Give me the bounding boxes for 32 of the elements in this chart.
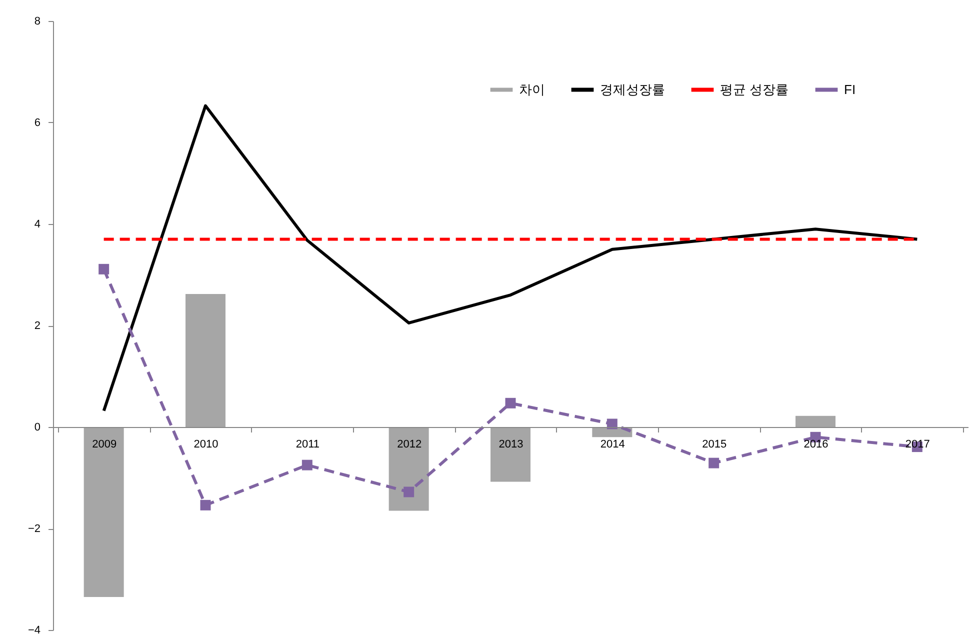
x-tick-label: 2016 bbox=[804, 438, 828, 450]
point bbox=[302, 460, 312, 470]
point bbox=[606, 418, 618, 430]
y-tick-label: 8 bbox=[34, 16, 40, 28]
legend-label: 차이 bbox=[519, 82, 545, 97]
x-tick-label: 2009 bbox=[92, 438, 117, 450]
x-tick-label: 2013 bbox=[498, 438, 524, 450]
x-tick-label: 2015 bbox=[702, 438, 727, 450]
bar bbox=[186, 294, 226, 427]
y-tick-label: −2 bbox=[28, 523, 40, 535]
point bbox=[98, 264, 110, 274]
y-tick-label: 4 bbox=[34, 218, 40, 230]
x-tick-label: 2010 bbox=[194, 438, 218, 450]
line-series bbox=[102, 104, 919, 412]
point bbox=[404, 486, 414, 498]
point bbox=[200, 500, 211, 510]
bar bbox=[84, 427, 124, 598]
legend-label: 평균 성장률 bbox=[720, 82, 789, 97]
legend-label: FI bbox=[844, 82, 856, 97]
y-tick-label: −4 bbox=[28, 624, 40, 636]
bar bbox=[796, 416, 836, 427]
x-tick-label: 2014 bbox=[600, 438, 625, 450]
x-tick-label: 2011 bbox=[296, 438, 320, 450]
bar bbox=[388, 427, 429, 511]
legend-label: 경제성장률 bbox=[600, 82, 665, 97]
y-tick-label: 2 bbox=[34, 320, 40, 332]
bar bbox=[490, 427, 530, 482]
x-tick-label: 2012 bbox=[397, 438, 422, 450]
y-tick-label: 0 bbox=[34, 422, 40, 434]
point bbox=[505, 398, 516, 408]
y-tick-label: 6 bbox=[34, 117, 40, 129]
point bbox=[708, 458, 720, 468]
